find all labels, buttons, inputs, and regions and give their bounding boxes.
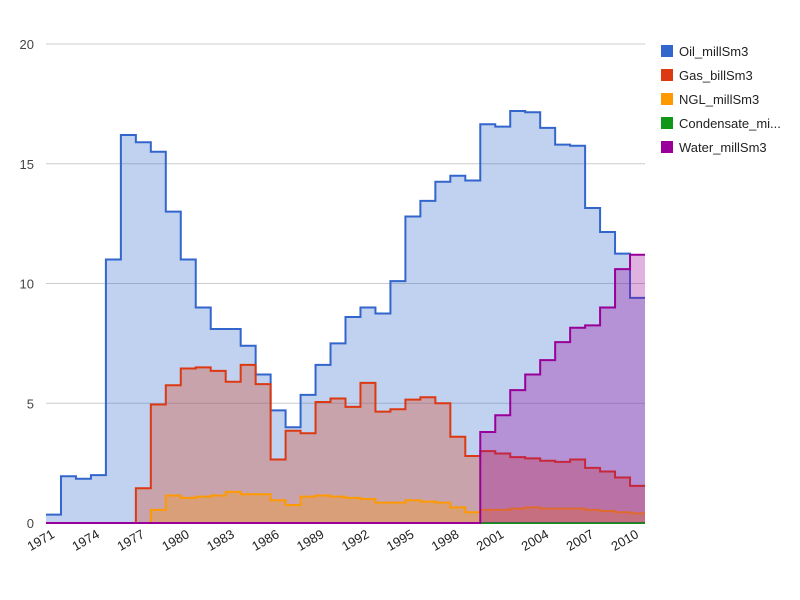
legend-item[interactable]: Water_millSm3: [661, 140, 767, 155]
x-tick-label: 2001: [474, 526, 507, 553]
x-tick-label: 1998: [429, 526, 462, 553]
legend-swatch: [661, 117, 673, 129]
x-tick-label: 1977: [114, 526, 147, 553]
series-layer: [46, 110, 645, 524]
y-tick-label: 10: [20, 277, 34, 292]
series-line: [46, 253, 645, 524]
series-area: [46, 254, 645, 523]
legend-item[interactable]: NGL_millSm3: [661, 92, 759, 107]
series-2: [46, 490, 645, 524]
legend-layer[interactable]: Oil_millSm3 Gas_billSm3 NGL_millSm3 Condens…: [661, 44, 781, 155]
x-tick-label: 2004: [519, 526, 552, 553]
x-tick-label: 2007: [564, 526, 597, 553]
x-tick-label: 1992: [339, 526, 372, 553]
series-line: [46, 110, 645, 516]
legend-item[interactable]: Condensate_mi...: [661, 116, 781, 131]
y-tick-label: 15: [20, 157, 34, 172]
series-area: [46, 491, 645, 523]
x-tick-label: 1974: [69, 526, 102, 553]
legend-label: NGL_millSm3: [679, 92, 759, 107]
y-tick-label: 5: [27, 396, 34, 411]
series-area: [46, 364, 645, 523]
series-line: [46, 490, 645, 524]
y-tick-label: 0: [27, 516, 34, 531]
x-tick-label: 2010: [609, 526, 642, 553]
legend-swatch: [661, 93, 673, 105]
legend-swatch: [661, 69, 673, 81]
series-1: [46, 363, 645, 524]
x-tick-label: 1983: [204, 526, 237, 553]
y-tick-label: 20: [20, 37, 34, 52]
legend-label: Oil_millSm3: [679, 44, 748, 59]
series-4: [46, 253, 645, 524]
x-tick-label: 1980: [159, 526, 192, 553]
x-tick-label: 1986: [249, 526, 282, 553]
legend-item[interactable]: Gas_billSm3: [661, 68, 753, 83]
legend-swatch: [661, 45, 673, 57]
x-tick-label: 1989: [294, 526, 327, 553]
x-tick-label: 1995: [384, 526, 417, 553]
legend-item[interactable]: Oil_millSm3: [661, 44, 748, 59]
legend-swatch: [661, 141, 673, 153]
legend-label: Condensate_mi...: [679, 116, 781, 131]
series-line: [46, 363, 645, 524]
legend-label: Gas_billSm3: [679, 68, 753, 83]
legend-label: Water_millSm3: [679, 140, 767, 155]
